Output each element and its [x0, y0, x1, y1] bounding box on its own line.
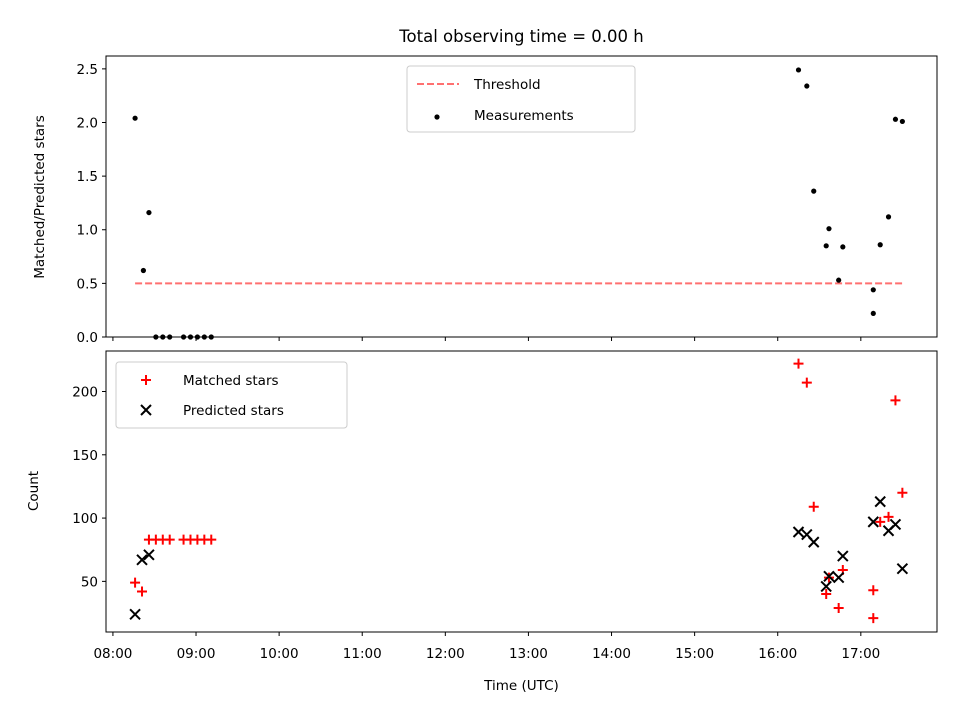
matched-star-marker: [808, 501, 819, 512]
top-y-tick-label: 2.0: [77, 115, 98, 131]
measurement-point: [823, 243, 829, 249]
bottom-plot-frame: [105, 350, 938, 633]
measurement-point: [140, 267, 146, 274]
top-y-tick-label: 0.5: [77, 276, 98, 292]
matched-star-marker: [164, 534, 175, 545]
bottom-x-tick-label: 09:00: [177, 646, 216, 662]
matched-star-marker: [793, 358, 804, 369]
predicted-stars-markers: [129, 495, 909, 620]
bottom-x-tick-label: 14:00: [592, 646, 631, 662]
legend-matched-swatch: [141, 375, 151, 385]
predicted-star-marker: [820, 580, 832, 593]
top-plot-frame: [105, 55, 938, 338]
measurement-point: [146, 209, 152, 216]
bottom-x-tick-label: 12:00: [426, 646, 465, 662]
bottom-y-tick-label: 100: [72, 511, 98, 527]
bottom-y-tick-label: 200: [72, 385, 98, 401]
predicted-star-marker: [837, 550, 849, 562]
bottom-x-tick-label: 08:00: [93, 646, 132, 662]
measurement-point: [840, 244, 846, 250]
bottom-x-tick-label: 11:00: [343, 646, 382, 662]
predicted-star-marker: [896, 563, 909, 575]
bottom-legend: Matched stars Predicted stars: [115, 361, 348, 429]
measurement-point: [885, 214, 892, 220]
x-axis-label: Time (UTC): [483, 678, 559, 694]
measurement-point: [836, 277, 842, 283]
measurement-point: [826, 226, 832, 232]
matched-star-marker: [883, 511, 894, 522]
top-y-tick-label: 2.5: [77, 62, 98, 78]
bottom-x-tick-label: 10:00: [260, 646, 299, 662]
matched-star-marker: [821, 589, 832, 600]
predicted-star-marker: [823, 570, 835, 583]
measurement-point: [804, 83, 810, 89]
predicted-star-marker: [129, 608, 141, 620]
bottom-y-axis-label: Count: [26, 471, 42, 511]
measurement-point: [795, 67, 802, 73]
matched-star-marker: [868, 613, 879, 624]
top-legend-box: [406, 65, 636, 133]
measurement-point: [892, 116, 899, 122]
top-y-tick-label: 1.0: [77, 223, 98, 239]
legend-matched-label: Matched stars: [183, 373, 279, 389]
legend-predicted-label: Predicted stars: [183, 403, 284, 419]
measurement-point: [877, 242, 883, 248]
top-panel: Total observing time = 0.00 h Matched/Pr…: [32, 27, 938, 346]
bottom-x-tick-label: 13:00: [509, 646, 548, 662]
predicted-star-marker: [143, 549, 155, 561]
legend-measurements-swatch: [434, 114, 440, 120]
bottom-x-tick-label: 17:00: [841, 646, 880, 662]
legend-predicted-swatch: [140, 404, 152, 416]
predicted-star-marker: [832, 571, 845, 584]
matched-star-marker: [833, 602, 844, 613]
chart-title: Total observing time = 0.00 h: [398, 27, 643, 46]
measurement-point: [899, 118, 905, 125]
matched-star-marker: [206, 534, 217, 545]
bottom-y-ticks: 50 100 150 200: [72, 385, 106, 590]
predicted-star-marker: [136, 554, 148, 566]
top-y-axis-label: Matched/Predicted stars: [32, 115, 48, 278]
matched-star-marker: [868, 585, 879, 596]
legend-plus-marker: [141, 375, 151, 385]
top-x-ticks: [112, 337, 862, 341]
bottom-y-tick-label: 150: [72, 448, 98, 464]
top-y-tick-label: 0.0: [77, 330, 98, 346]
measurement-point: [870, 310, 876, 317]
matched-star-marker: [897, 487, 908, 498]
matched-star-marker: [130, 577, 141, 588]
bottom-x-tick-label: 16:00: [758, 646, 797, 662]
matched-star-marker: [801, 377, 812, 388]
top-y-ticks: 0.0 0.5 1.0 1.5 2.0 2.5: [77, 62, 106, 346]
measurement-point: [870, 287, 876, 293]
predicted-star-marker: [867, 516, 879, 528]
legend-x-marker: [140, 404, 152, 416]
measurement-point: [811, 188, 817, 194]
matched-star-marker: [890, 395, 901, 406]
measurement-point: [132, 115, 138, 121]
top-y-tick-label: 1.5: [77, 169, 98, 185]
bottom-x-ticks: 08:00 09:00 10:00 11:00 12:00 13:00 14:00 15:00…: [93, 632, 880, 662]
predicted-star-marker: [808, 536, 820, 548]
bottom-panel: Count Time (UTC) 50 100 150 200 08:00 09:00 1…: [26, 350, 938, 694]
bottom-y-tick-label: 50: [81, 574, 98, 590]
bottom-legend-box: [115, 361, 348, 429]
legend-threshold-label: Threshold: [473, 77, 541, 93]
legend-measurements-label: Measurements: [474, 108, 574, 124]
matched-stars-markers: [130, 358, 908, 624]
predicted-star-marker: [889, 518, 902, 531]
matched-star-marker: [875, 516, 886, 527]
predicted-star-marker: [792, 526, 805, 538]
top-legend: Threshold Measurements: [406, 65, 636, 133]
predicted-star-marker: [874, 495, 886, 508]
bottom-x-tick-label: 15:00: [675, 646, 714, 662]
matched-star-marker: [137, 586, 148, 597]
